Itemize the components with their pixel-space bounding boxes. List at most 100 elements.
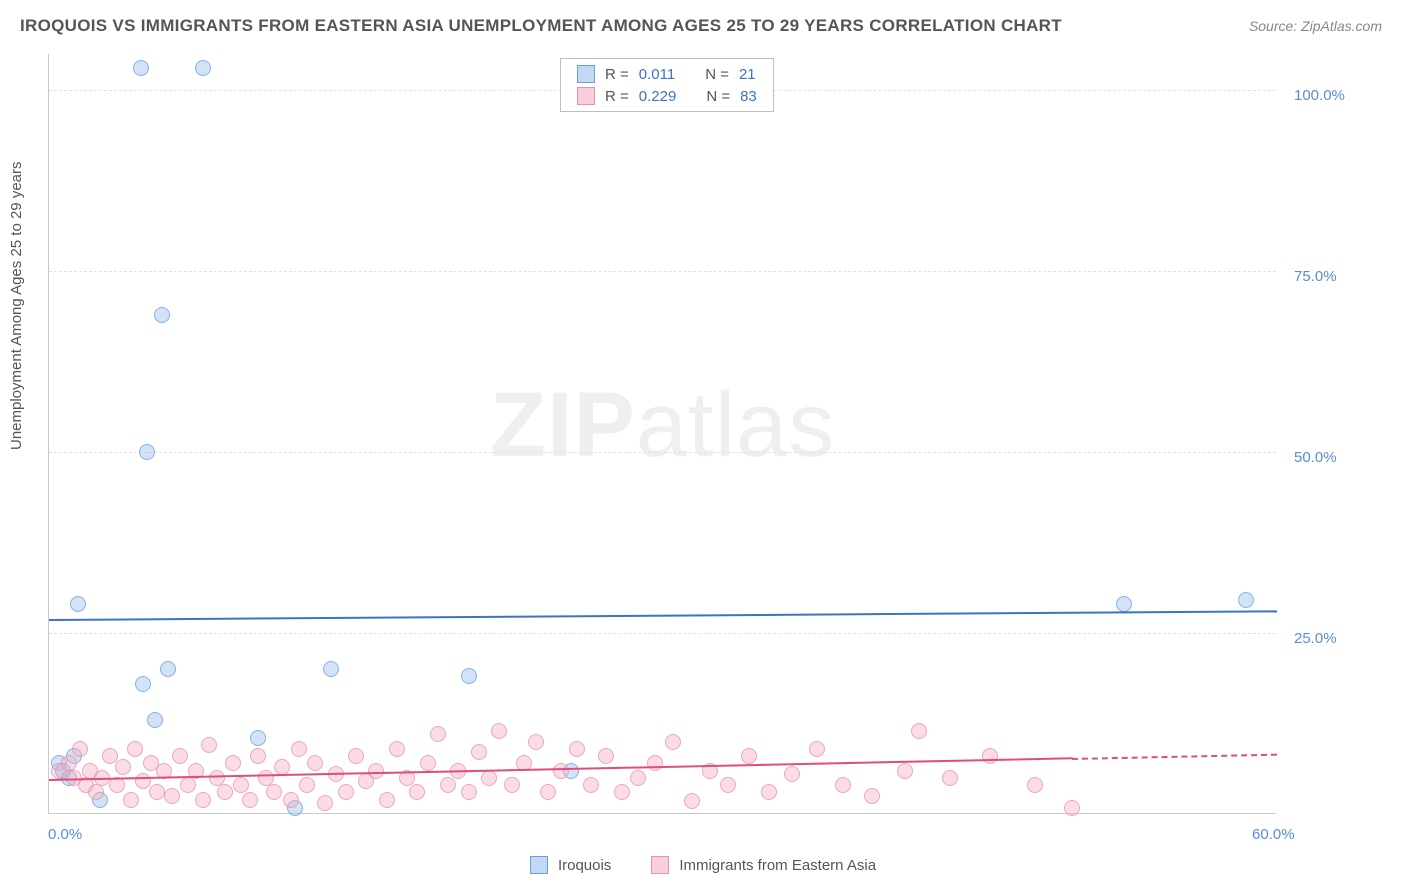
data-point xyxy=(338,784,354,800)
regression-line xyxy=(49,610,1277,621)
legend-item: Iroquois xyxy=(530,856,611,874)
data-point xyxy=(389,741,405,757)
data-point xyxy=(323,661,339,677)
data-point xyxy=(135,676,151,692)
data-point xyxy=(630,770,646,786)
data-point xyxy=(420,755,436,771)
data-point xyxy=(540,784,556,800)
y-tick-label: 100.0% xyxy=(1294,87,1345,104)
data-point xyxy=(409,784,425,800)
data-point xyxy=(258,770,274,786)
data-point xyxy=(982,748,998,764)
x-tick-label: 0.0% xyxy=(48,826,82,843)
data-point xyxy=(430,726,446,742)
source-attribution: Source: ZipAtlas.com xyxy=(1249,18,1382,34)
data-point xyxy=(720,777,736,793)
data-point xyxy=(242,792,258,808)
data-point xyxy=(1064,800,1080,816)
data-point xyxy=(209,770,225,786)
data-point xyxy=(225,755,241,771)
data-point xyxy=(283,792,299,808)
data-point xyxy=(481,770,497,786)
legend-swatch xyxy=(651,856,669,874)
data-point xyxy=(761,784,777,800)
data-point xyxy=(1027,777,1043,793)
watermark: ZIPatlas xyxy=(490,373,835,478)
data-point xyxy=(195,792,211,808)
stats-legend: R = 0.011 N = 21 R = 0.229 N = 83 xyxy=(560,58,774,112)
gridline xyxy=(49,633,1276,634)
chart-title: IROQUOIS VS IMMIGRANTS FROM EASTERN ASIA… xyxy=(20,16,1062,36)
regression-line-extrapolated xyxy=(1072,753,1277,759)
data-point xyxy=(647,755,663,771)
data-point xyxy=(504,777,520,793)
data-point xyxy=(123,792,139,808)
data-point xyxy=(348,748,364,764)
y-tick-label: 75.0% xyxy=(1294,268,1337,285)
data-point xyxy=(665,734,681,750)
data-point xyxy=(133,60,149,76)
data-point xyxy=(379,792,395,808)
data-point xyxy=(172,748,188,764)
data-point xyxy=(528,734,544,750)
data-point xyxy=(461,668,477,684)
data-point xyxy=(784,766,800,782)
n-value: 21 xyxy=(739,66,756,83)
data-point xyxy=(217,784,233,800)
legend-swatch xyxy=(577,87,595,105)
legend-item: Immigrants from Eastern Asia xyxy=(651,856,876,874)
data-point xyxy=(70,596,86,612)
data-point xyxy=(684,793,700,809)
y-tick-label: 25.0% xyxy=(1294,630,1337,647)
data-point xyxy=(553,763,569,779)
data-point xyxy=(250,730,266,746)
stats-legend-row: R =0.011N =21 xyxy=(561,63,773,85)
data-point xyxy=(266,784,282,800)
data-point xyxy=(274,759,290,775)
stats-legend-row: R = 0.229 N = 83 xyxy=(561,85,773,107)
r-value: 0.011 xyxy=(639,66,675,83)
data-point xyxy=(569,741,585,757)
data-point xyxy=(911,723,927,739)
data-point xyxy=(72,741,88,757)
data-point xyxy=(195,60,211,76)
x-tick-label: 60.0% xyxy=(1252,826,1295,843)
data-point xyxy=(250,748,266,764)
legend-label: Immigrants from Eastern Asia xyxy=(679,857,876,874)
data-point xyxy=(598,748,614,764)
data-point xyxy=(299,777,315,793)
data-point xyxy=(897,763,913,779)
scatter-plot-area: ZIPatlas xyxy=(48,54,1276,814)
data-point xyxy=(233,777,249,793)
data-point xyxy=(115,759,131,775)
data-point xyxy=(741,748,757,764)
data-point xyxy=(461,784,477,800)
legend-label: Iroquois xyxy=(558,857,611,874)
n-value: 83 xyxy=(740,88,757,105)
data-point xyxy=(1238,592,1254,608)
data-point xyxy=(201,737,217,753)
data-point xyxy=(614,784,630,800)
gridline xyxy=(49,452,1276,453)
data-point xyxy=(491,723,507,739)
data-point xyxy=(135,773,151,789)
data-point xyxy=(291,741,307,757)
r-label: R = xyxy=(605,88,629,105)
data-point xyxy=(864,788,880,804)
data-point xyxy=(317,795,333,811)
data-point xyxy=(160,661,176,677)
data-point xyxy=(139,444,155,460)
data-point xyxy=(307,755,323,771)
r-label: R = xyxy=(605,66,629,83)
r-value: 0.229 xyxy=(639,88,677,105)
data-point xyxy=(164,788,180,804)
data-point xyxy=(583,777,599,793)
data-point xyxy=(368,763,384,779)
y-axis-label: Unemployment Among Ages 25 to 29 years xyxy=(8,161,25,450)
data-point xyxy=(127,741,143,757)
n-label: N = xyxy=(706,88,730,105)
data-point xyxy=(471,744,487,760)
data-point xyxy=(440,777,456,793)
data-point xyxy=(1116,596,1132,612)
series-legend: Iroquois Immigrants from Eastern Asia xyxy=(0,856,1406,874)
